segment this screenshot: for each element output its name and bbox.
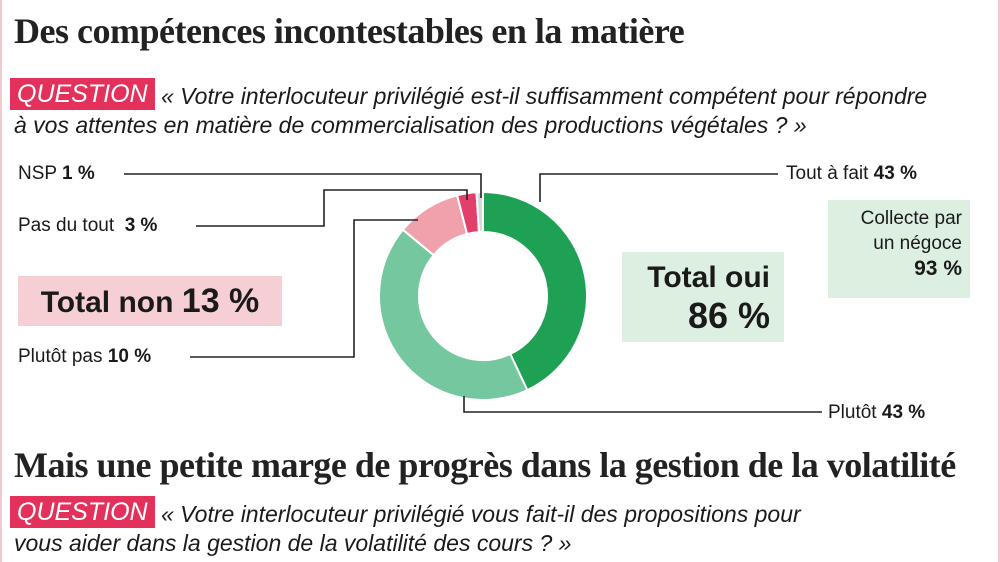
leader-tout-a-fait (539, 173, 778, 202)
total-non-box: Total non 13 % (18, 276, 282, 326)
donut-slices (378, 190, 588, 401)
question2-line-2: vous aider dans la gestion de la volatil… (14, 530, 572, 556)
leader-lines (124, 173, 822, 413)
label-nsp: NSP 1 % (18, 163, 95, 184)
collecte-negoce-box: Collecte par un négoce 93 % (828, 200, 970, 298)
label-pas-du-tout: Pas du tout 3 % (18, 215, 158, 236)
total-oui-box: Total oui 86 % (622, 252, 784, 342)
slice-plutot (378, 228, 529, 401)
question-tag-2: QUESTION (10, 496, 155, 528)
label-plutot-pas: Plutôt pas 10 % (18, 346, 152, 367)
question-line-1: « Votre interlocuteur privilégié est-il … (161, 83, 928, 109)
leader-nsp (124, 173, 482, 198)
label-tout-a-fait: Tout à fait 43 % (786, 163, 917, 184)
question2-line-1: « Votre interlocuteur privilégié vous fa… (161, 501, 801, 527)
leader-plutot-pas (190, 219, 418, 358)
section1-title: Des compétences incontestables en la mat… (14, 11, 685, 51)
question-text: « Votre interlocuteur privilégié est-il … (14, 82, 974, 140)
question-text-2: « Votre interlocuteur privilégié vous fa… (14, 500, 974, 558)
question-line-2: à vos attentes en matière de commerciali… (14, 112, 807, 138)
slice-nsp (475, 190, 484, 234)
label-plutot: Plutôt 43 % (828, 402, 926, 423)
question-tag: QUESTION (10, 78, 155, 110)
leader-pas-du-tout (196, 189, 468, 227)
leader-plutot (463, 396, 822, 413)
section2-title: Mais une petite marge de progrès dans la… (14, 445, 956, 485)
slice-tout-a-fait (482, 190, 588, 392)
